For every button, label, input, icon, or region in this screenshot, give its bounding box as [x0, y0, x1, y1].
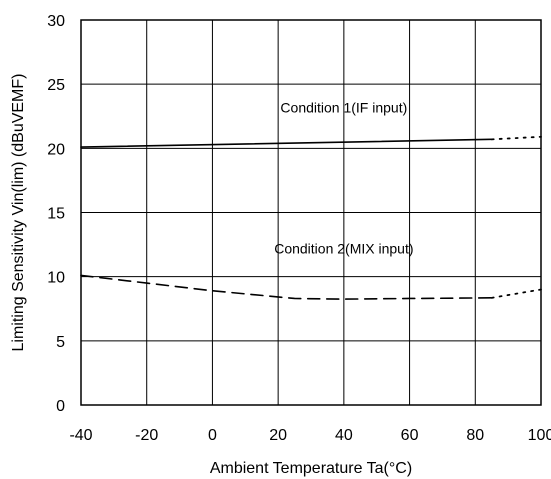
- y-tick-label-2: 10: [47, 270, 65, 287]
- x-tick-label-4: 40: [335, 427, 353, 444]
- y-tick-labels: 0 5 10 15 20 25 30: [47, 13, 65, 415]
- y-tick-label-1: 5: [56, 334, 65, 351]
- y-tick-label-0: 0: [56, 398, 65, 415]
- y-axis-title: Limiting Sensitivity Vin(lim) (dBuVEMF): [10, 74, 27, 352]
- x-tick-labels: -40 -20 0 20 40 60 80 100: [69, 427, 551, 444]
- annotation-label-1: Condition 1(IF input): [280, 99, 407, 115]
- plot-frame: [80, 19, 542, 406]
- series-layer: [80, 135, 542, 300]
- x-tick-label-6: 80: [466, 427, 484, 444]
- annotations: Condition 1(IF input) Condition 2(MIX inp…: [274, 99, 413, 256]
- annotation-label-2: Condition 2(MIX input): [274, 241, 413, 257]
- x-tick-label-1: -20: [135, 427, 158, 444]
- y-tick-label-6: 30: [47, 13, 65, 30]
- x-tick-label-7: 100: [528, 427, 551, 444]
- series-line-cond2-extrapolated: [490, 288, 542, 299]
- x-tick-label-2: 0: [208, 427, 217, 444]
- x-axis-title: Ambient Temperature Ta(°C): [210, 460, 412, 477]
- y-tick-label-5: 25: [47, 77, 65, 94]
- series-line-cond1-extrapolated: [490, 135, 542, 141]
- x-tick-label-3: 20: [269, 427, 287, 444]
- series-line-cond1-measured: [80, 138, 493, 148]
- y-tick-label-3: 15: [47, 206, 65, 223]
- series-line-cond2-measured: [80, 274, 493, 300]
- grid-layer: [81, 20, 541, 405]
- y-tick-label-4: 20: [47, 141, 65, 158]
- x-tick-label-0: -40: [69, 427, 92, 444]
- x-tick-label-5: 60: [401, 427, 419, 444]
